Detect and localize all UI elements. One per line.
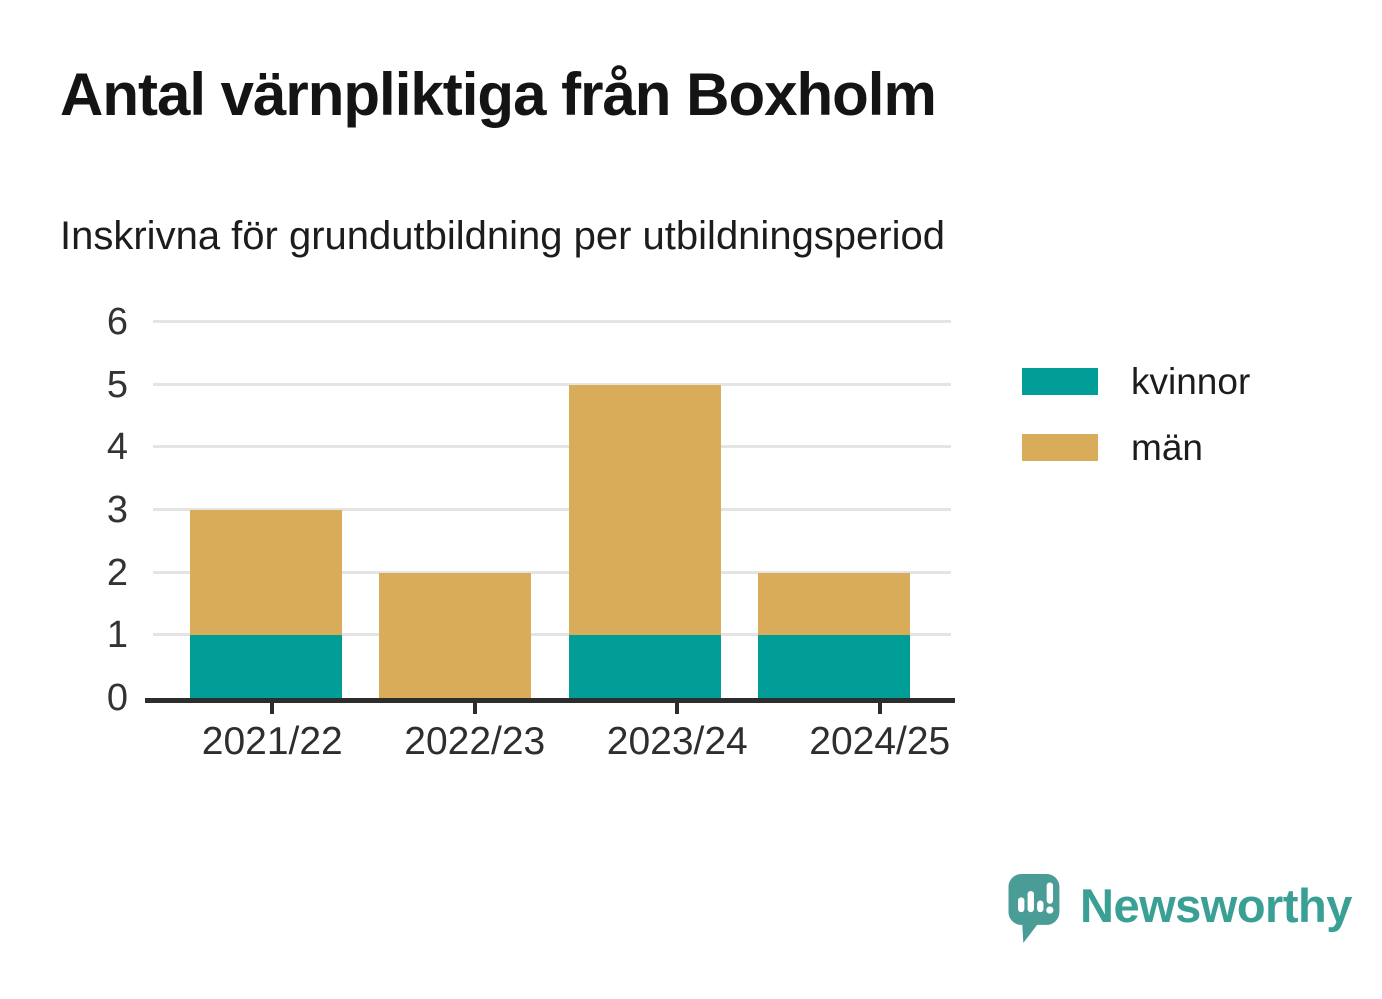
y-axis-tick-label: 4 xyxy=(106,426,128,469)
legend-swatch-man xyxy=(1022,434,1098,461)
y-axis-tick-label: 5 xyxy=(106,363,128,406)
bar-segment-kvinnor xyxy=(189,635,342,698)
bar-group xyxy=(361,322,551,698)
bar-groups xyxy=(145,322,955,698)
chart-subtitle: Inskrivna för grundutbildning per utbild… xyxy=(60,214,945,258)
x-axis-labels: 2021/22 2022/23 2023/24 2024/25 xyxy=(145,720,1007,764)
gridline xyxy=(153,570,951,574)
x-axis-label: 2023/24 xyxy=(606,720,748,763)
chart-title: Antal värnpliktiga från Boxholm xyxy=(60,61,937,128)
stacked-bar-2022/23 xyxy=(379,322,532,698)
bar-group xyxy=(740,322,930,698)
x-axis-label: 2021/22 xyxy=(201,720,343,763)
x-axis-ticks xyxy=(145,701,1007,715)
gridline xyxy=(153,382,951,386)
bar-segment-kvinnor xyxy=(568,635,721,698)
y-axis-tick-label: 2 xyxy=(106,551,128,594)
stacked-bar-2023/24 xyxy=(568,322,721,698)
legend-item-man: män xyxy=(1022,429,1250,466)
bar-group xyxy=(171,322,361,698)
y-axis-tick-label: 0 xyxy=(106,677,128,719)
bar-group xyxy=(550,322,740,698)
x-axis-tick xyxy=(472,701,477,714)
stacked-bar-2021/22 xyxy=(189,322,342,698)
gridline xyxy=(153,320,951,323)
bar-segment-män xyxy=(758,572,911,636)
legend-item-kvinnor: kvinnor xyxy=(1022,363,1250,400)
gridline xyxy=(153,633,951,637)
bar-segment-kvinnor xyxy=(758,635,911,698)
legend: kvinnor män xyxy=(1022,363,1250,495)
y-axis-tick-label: 3 xyxy=(106,489,128,531)
legend-swatch-kvinnor xyxy=(1022,368,1098,395)
x-axis-label: 2024/25 xyxy=(809,720,951,763)
y-axis-tick-label: 1 xyxy=(106,614,128,657)
bar-segment-män xyxy=(379,572,532,698)
stacked-bar-2024/25 xyxy=(758,322,911,698)
bar-segment-män xyxy=(189,510,342,636)
y-axis: 0 1 2 3 4 5 6 xyxy=(0,303,128,717)
newsworthy-brand: Newsworthy xyxy=(1008,874,1352,944)
legend-label: män xyxy=(1131,427,1203,468)
x-axis-tick xyxy=(270,701,275,714)
gridline xyxy=(153,445,951,449)
x-axis-label: 2022/23 xyxy=(404,720,546,763)
y-axis-tick-label: 6 xyxy=(106,301,128,343)
gridline xyxy=(153,508,951,511)
brand-name: Newsworthy xyxy=(1080,879,1352,932)
x-axis-tick xyxy=(877,701,882,714)
legend-label: kvinnor xyxy=(1131,361,1251,402)
newsworthy-logo-icon xyxy=(1008,874,1060,943)
bar-segment-män xyxy=(568,384,721,636)
x-axis-tick xyxy=(675,701,680,714)
plot-area xyxy=(145,320,955,703)
